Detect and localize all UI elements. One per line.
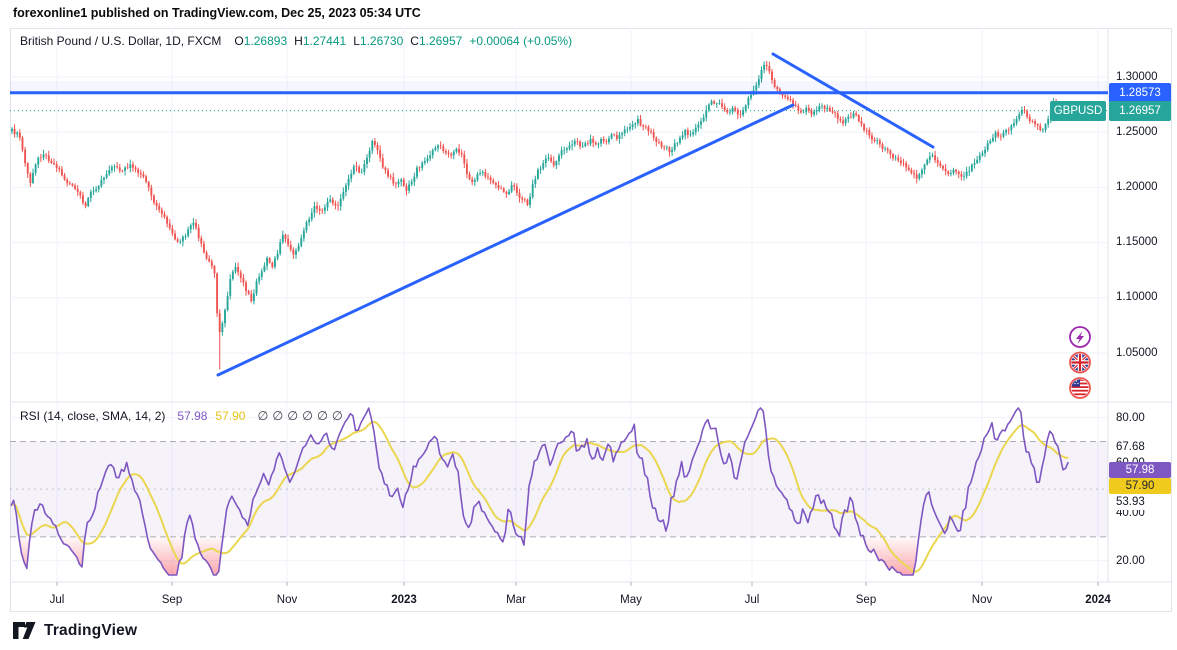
time-label-mar: Mar (506, 594, 526, 606)
price-tick: 1.15000 (1116, 236, 1158, 249)
ohlc-letter: H (294, 34, 303, 48)
time-label-may: May (620, 594, 642, 606)
rsi-ma-value: 57.90 (215, 409, 246, 423)
rsi-legend: RSI (14, close, SMA, 14, 2) 57.98 57.90 … (20, 408, 343, 423)
symbol-legend: British Pound / U.S. Dollar, 1D, FXCM O1… (20, 34, 572, 48)
candle-wicks-up (11, 61, 1073, 336)
time-label-sep: Sep (161, 594, 183, 606)
empty-set-icon: ∅ (302, 409, 314, 423)
price-tick: 1.20000 (1116, 180, 1158, 193)
rsi-sma-line (10, 420, 1069, 573)
ohlc-item: L1.26730 (353, 34, 403, 48)
empty-set-icon: ∅ (331, 409, 343, 423)
rsi-tick: 20.00 (1116, 554, 1145, 567)
us-flag-icon[interactable] (1069, 377, 1091, 399)
price-tick: 1.05000 (1116, 346, 1158, 359)
ascending-support-trendline (216, 103, 795, 377)
tradingview-logo-icon (13, 622, 36, 639)
attribution-text: forexonline1 published on TradingView.co… (13, 6, 421, 20)
rsi-band-level-tick: 67.68 (1116, 439, 1170, 455)
time-label-nov: Nov (971, 594, 993, 606)
rsi-tick: 40.00 (1116, 506, 1145, 519)
time-label-2024: 2024 (1085, 594, 1111, 606)
rsi-empty-slots: ∅ ∅ ∅ ∅ ∅ ∅ (253, 408, 342, 423)
change-value: +0.00064 (+0.05%) (469, 34, 573, 48)
symbol-badge: GBPUSD (1050, 100, 1106, 121)
descending-resistance-trendline (771, 52, 935, 149)
symbol-title[interactable]: British Pound / U.S. Dollar, 1D, FXCM (20, 34, 222, 48)
ohlc-item: C1.26957 (410, 34, 462, 48)
ohlc-letter: C (410, 34, 419, 48)
last-price-label: 1.26957 (1109, 100, 1171, 121)
horizontal-line-price-label: 1.28573 (1109, 82, 1171, 103)
ohlc-number: 1.27441 (302, 34, 347, 48)
price-tick: 1.10000 (1116, 291, 1158, 304)
rsi-band (10, 441, 1108, 537)
empty-set-icon: ∅ (287, 409, 299, 423)
price-tick: 1.30000 (1116, 70, 1158, 83)
rsi-line (10, 407, 1070, 576)
ohlc-values: O1.26893 H1.27441 L1.26730 C1.26957 (234, 34, 462, 48)
time-label-jul: Jul (744, 594, 760, 606)
price-tick: 1.25000 (1116, 125, 1158, 138)
rsi-value-label: 57.98 (1109, 462, 1171, 478)
ohlc-item: H1.27441 (294, 34, 346, 48)
candle-bodies-up (11, 64, 1073, 333)
idea-markers[interactable] (1069, 326, 1091, 399)
empty-set-icon: ∅ (257, 409, 269, 423)
time-label-2023: 2023 (391, 594, 417, 606)
time-label-jul: Jul (49, 594, 65, 606)
time-label-sep: Sep (855, 594, 877, 606)
empty-set-icon: ∅ (272, 409, 284, 423)
rsi-band-level-tick: 53.93 (1116, 494, 1170, 510)
ohlc-letter: O (234, 34, 244, 48)
ohlc-item: O1.26893 (234, 34, 287, 48)
rsi-title[interactable]: RSI (14, close, SMA, 14, 2) (20, 409, 166, 423)
ohlc-number: 1.26893 (243, 34, 288, 48)
ohlc-number: 1.26730 (359, 34, 404, 48)
highlight-stripe (10, 81, 1108, 93)
rsi-tick: 80.00 (1116, 411, 1145, 424)
rsi-value: 57.98 (177, 409, 208, 423)
uk-flag-icon[interactable] (1069, 351, 1091, 374)
tradingview-footer[interactable]: TradingView (12, 621, 137, 640)
tradingview-brand-text: TradingView (44, 621, 138, 639)
chart-frame (10, 28, 1172, 612)
ohlc-letter: L (353, 34, 360, 48)
ohlc-number: 1.26957 (418, 34, 463, 48)
time-label-nov: Nov (276, 594, 298, 606)
flash-icon[interactable] (1069, 326, 1091, 348)
rsi-ma-value-label: 57.90 (1109, 478, 1171, 494)
empty-set-icon: ∅ (317, 409, 328, 423)
